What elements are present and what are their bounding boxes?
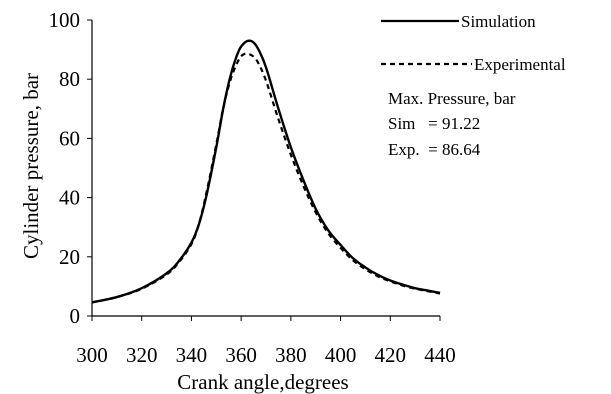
tick-labels: 0 20 40 60 80 100 300 320 340 360 380 400 420 440 xyxy=(49,8,456,367)
annotation-sim: Sim = 91.22 xyxy=(388,114,480,133)
y-tick-label: 60 xyxy=(59,126,80,150)
legend: Simulation Experimental xyxy=(381,12,566,74)
x-tick-label: 380 xyxy=(275,343,307,367)
max-pressure-annotation: Max. Pressure, bar Sim = 91.22 Exp. = 86… xyxy=(388,89,516,159)
x-tick-label: 320 xyxy=(126,343,158,367)
annotation-exp: Exp. = 86.64 xyxy=(388,140,481,159)
y-tick-label: 20 xyxy=(59,245,80,269)
y-tick-label: 40 xyxy=(59,186,80,210)
x-tick-label: 300 xyxy=(76,343,108,367)
x-tick-label: 360 xyxy=(225,343,257,367)
y-tick-label: 100 xyxy=(49,8,81,32)
annotation-title: Max. Pressure, bar xyxy=(388,89,516,108)
series-line-experimental xyxy=(91,52,441,304)
x-tick-label: 420 xyxy=(375,343,407,367)
x-tick-label: 340 xyxy=(176,343,208,367)
y-tick-label: 0 xyxy=(70,304,81,328)
y-tick-label: 80 xyxy=(59,67,80,91)
series-lines xyxy=(91,39,441,304)
x-tick-label: 440 xyxy=(424,343,456,367)
axes xyxy=(87,19,441,321)
x-tick-label: 400 xyxy=(325,343,357,367)
legend-label-experimental: Experimental xyxy=(474,55,566,74)
legend-label-simulation: Simulation xyxy=(461,12,536,31)
x-axis-title: Crank angle,degrees xyxy=(177,370,348,394)
y-axis-title: Cylinder pressure, bar xyxy=(19,73,43,259)
